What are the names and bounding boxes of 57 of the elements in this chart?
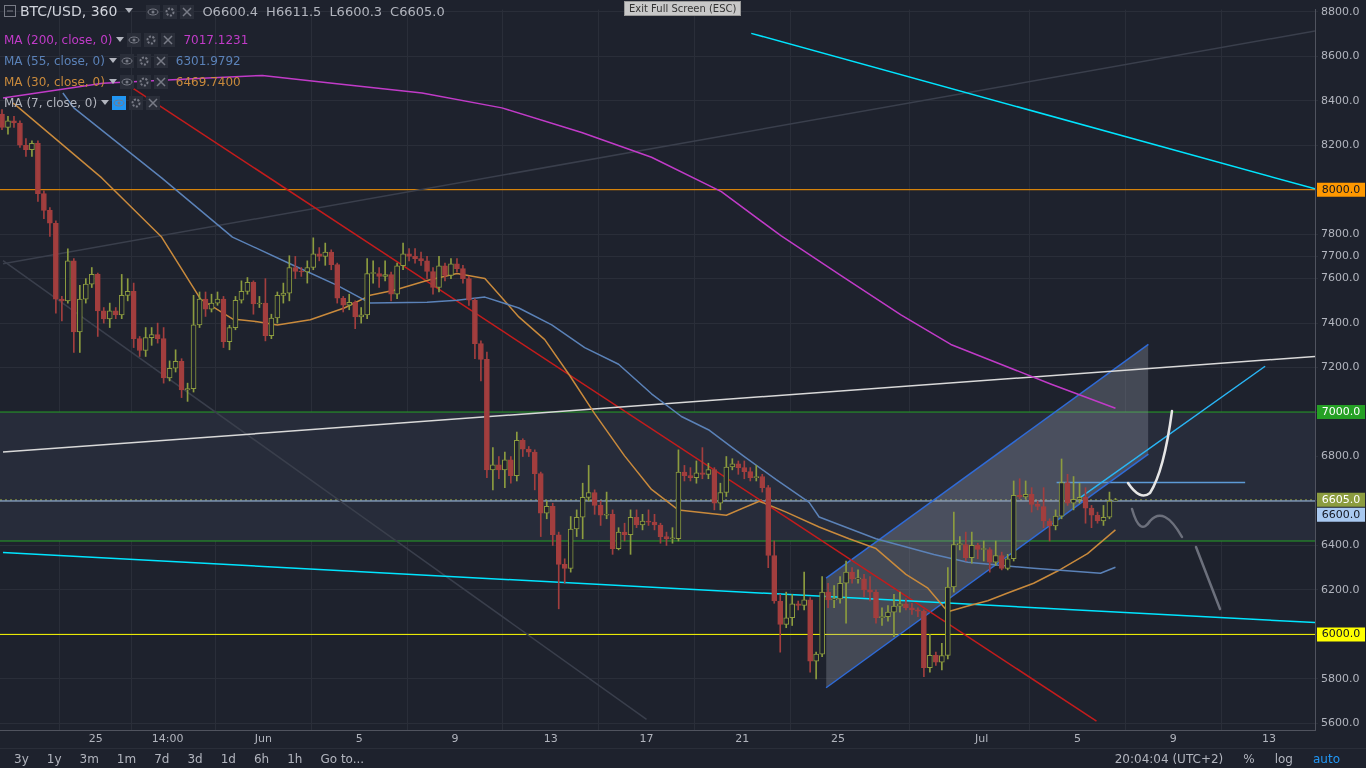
text: 7d xyxy=(154,752,170,766)
y-tick-label: 6200.0 xyxy=(1321,582,1360,596)
text: 1y xyxy=(46,752,62,766)
x-tick-label: 14:00 xyxy=(151,732,184,746)
annotation: C6605.0 xyxy=(390,3,445,19)
x-tick-label: 13 xyxy=(1262,732,1277,746)
x-tick-label: 9 xyxy=(1169,732,1177,746)
x-tick-label: 17 xyxy=(639,732,654,746)
text: 3y xyxy=(14,752,29,766)
x-tick-label: 5 xyxy=(355,732,363,746)
x-tick-label: 5 xyxy=(1074,732,1082,746)
text: auto xyxy=(1312,752,1340,766)
text: 3m xyxy=(79,752,99,766)
text: MA (200, close, 0) xyxy=(4,32,113,47)
annotation: L6600.3 xyxy=(329,3,383,19)
x-tick-label: 25 xyxy=(88,732,103,746)
y-tick-label: 8400.0 xyxy=(1321,93,1360,107)
text: 20:04:04 (UTC+2) xyxy=(1114,752,1224,766)
y-tick-label: 8800.0 xyxy=(1321,4,1360,18)
y-tick-label: 7400.0 xyxy=(1321,315,1360,329)
ref-line-label: 7000.0 xyxy=(1321,404,1361,418)
x-tick-label: 21 xyxy=(735,732,750,746)
x-tick-label: 9 xyxy=(451,732,459,746)
y-tick-label: 8600.0 xyxy=(1321,49,1360,63)
annotation: Exit Full Screen (ESC) xyxy=(624,1,742,16)
y-tick-label: 6400.0 xyxy=(1321,538,1360,552)
text: 1h xyxy=(287,752,303,766)
x-tick-label: 13 xyxy=(543,732,558,746)
y-tick-label: 6800.0 xyxy=(1321,449,1360,463)
annotation: O6600.4 xyxy=(202,3,259,19)
y-tick-label: 7200.0 xyxy=(1321,360,1360,374)
text: % xyxy=(1243,752,1255,766)
annotation: H6611.5 xyxy=(266,3,322,19)
text: Go to... xyxy=(320,752,365,766)
y-tick-label: 5800.0 xyxy=(1321,671,1360,685)
text: 6h xyxy=(253,752,270,766)
x-tick-label: Jul xyxy=(974,732,989,746)
y-tick-label: 7800.0 xyxy=(1321,227,1360,241)
annotation: 6301.9792 xyxy=(175,53,241,68)
text: log xyxy=(1274,752,1293,766)
annotation: 7017.1231 xyxy=(183,32,249,47)
ref-line-label: 6600.0 xyxy=(1321,507,1361,521)
y-tick-label: 7600.0 xyxy=(1321,271,1360,285)
y-tick-label: 8200.0 xyxy=(1321,138,1360,152)
ref-line-label: 6605.0 xyxy=(1321,492,1361,506)
ref-line-label: 6000.0 xyxy=(1321,627,1361,641)
y-tick-label: 7700.0 xyxy=(1321,249,1360,263)
y-tick-label: 5600.0 xyxy=(1321,716,1360,730)
text: MA (55, close, 0) xyxy=(4,53,105,68)
x-tick-label: Jun xyxy=(253,732,273,746)
ref-line-label: 8000.0 xyxy=(1321,182,1361,196)
text: 1d xyxy=(220,752,236,766)
text: 1m xyxy=(116,752,137,766)
annotation: 6469.7400 xyxy=(175,74,241,89)
text: 3d xyxy=(187,752,203,766)
chart-title: BTC/USD, 360 xyxy=(20,3,118,19)
x-tick-label: 25 xyxy=(831,732,846,746)
